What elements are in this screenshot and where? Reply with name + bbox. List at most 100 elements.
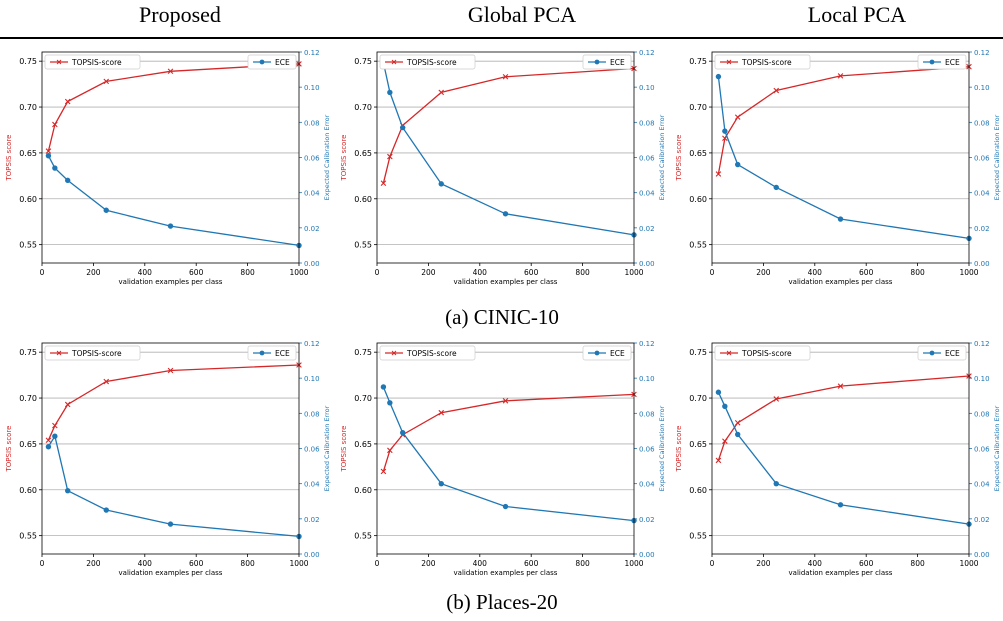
legend-marker — [594, 59, 600, 65]
y-right-axis-label: Expected Calibration Error — [323, 405, 331, 491]
legend-box — [917, 54, 967, 70]
column-header-proposed: Proposed — [139, 2, 221, 27]
legend-label-ece: ECE — [610, 58, 625, 67]
legend-marker — [929, 59, 935, 65]
y-left-tick-label: 0.70 — [19, 103, 37, 112]
y-left-tick-label: 0.65 — [354, 149, 372, 158]
legend-label-topsis: TOPSIS-score — [406, 349, 457, 358]
y-right-tick-label: 0.06 — [974, 446, 990, 454]
legend-box — [582, 345, 632, 361]
legend-marker — [726, 350, 732, 356]
topsis-point — [734, 420, 741, 426]
y-right-tick-label: 0.02 — [304, 225, 320, 233]
y-right-tick-label: 0.10 — [974, 375, 990, 383]
legend-marker — [726, 59, 732, 65]
y-right-tick-label: 0.00 — [639, 551, 655, 559]
y-right-tick-label: 0.12 — [639, 49, 655, 57]
x-tick-label: 400 — [808, 268, 823, 277]
y-right-tick-label: 0.02 — [304, 516, 320, 524]
x-tick-label: 1000 — [289, 559, 308, 568]
legend-ece: ECE — [917, 345, 967, 361]
caption-places-20: (b) Places-20 — [446, 590, 558, 614]
legend-label-topsis: TOPSIS-score — [406, 58, 457, 67]
ece-point — [65, 488, 71, 494]
y-right-tick-label: 0.06 — [304, 155, 320, 163]
series-line-topsis — [382, 67, 635, 184]
x-tick-label: 600 — [189, 559, 204, 568]
x-tick-label: 0 — [375, 559, 380, 568]
y-left-tick-label: 0.60 — [689, 486, 707, 495]
x-tick-label: 400 — [808, 559, 823, 568]
y-left-tick-label: 0.60 — [354, 195, 372, 204]
y-right-tick-label: 0.10 — [639, 84, 655, 92]
y-right-tick-label: 0.02 — [639, 516, 655, 524]
y-left-tick-label: 0.70 — [689, 103, 707, 112]
ece-point — [380, 384, 387, 390]
series-line-topsis — [382, 393, 635, 472]
legend-label-ece: ECE — [945, 58, 960, 67]
y-left-tick-label: 0.70 — [689, 394, 707, 403]
x-tick-label: 800 — [240, 268, 255, 277]
y-left-tick-label: 0.75 — [354, 57, 372, 66]
column-header-global-pca: Global PCA — [467, 2, 577, 27]
y-right-tick-label: 0.00 — [639, 260, 655, 268]
legend-marker — [391, 350, 397, 356]
y-left-tick-label: 0.75 — [19, 57, 37, 66]
ece-point — [52, 165, 58, 171]
chart-panel-5: 0.55 0.60 0.65 0.70 0.75 0.00 0.02 0.04 0.06 0.08… — [675, 340, 1001, 577]
topsis-point — [502, 73, 509, 80]
y-left-tick-label: 0.55 — [689, 532, 707, 541]
legend-marker — [56, 350, 62, 356]
legend-box — [44, 345, 141, 361]
legend-topsis: TOPSIS-score — [44, 54, 141, 70]
y-right-axis-label: Expected Calibration Error — [658, 405, 666, 491]
y-right-tick-label: 0.02 — [639, 225, 655, 233]
x-tick-label: 400 — [473, 559, 488, 568]
ece-point — [837, 216, 844, 222]
legend-label-ece: ECE — [945, 349, 960, 358]
legend-box — [714, 345, 811, 361]
legend-marker — [259, 59, 265, 65]
y-right-tick-label: 0.12 — [974, 340, 990, 348]
legend-ece: ECE — [917, 54, 967, 70]
x-tick-label: 0 — [40, 559, 45, 568]
y-right-axis-label: Expected Calibration Error — [658, 114, 666, 200]
chart-panel-4: 0.55 0.60 0.65 0.70 0.75 0.00 0.02 0.04 0.06 0.08… — [340, 340, 666, 577]
y-left-tick-label: 0.60 — [19, 486, 37, 495]
y-right-tick-label: 0.10 — [974, 84, 990, 92]
plot-frame — [376, 342, 635, 555]
y-right-tick-label: 0.12 — [304, 340, 320, 348]
x-axis-label: validation examples per class — [789, 569, 893, 577]
y-right-tick-label: 0.00 — [304, 260, 320, 268]
ece-point — [103, 207, 109, 213]
legend-label-ece: ECE — [610, 349, 625, 358]
y-left-tick-label: 0.75 — [354, 348, 372, 357]
ece-point — [52, 433, 58, 439]
x-tick-label: 600 — [859, 268, 874, 277]
y-left-tick-label: 0.55 — [354, 241, 372, 250]
y-left-tick-label: 0.75 — [19, 348, 37, 357]
topsis-point — [773, 87, 780, 94]
ece-point — [735, 161, 741, 168]
topsis-point — [734, 114, 741, 120]
topsis-point — [715, 457, 722, 464]
legend-box — [379, 54, 476, 70]
legend-box — [917, 345, 967, 361]
x-axis-label: validation examples per class — [454, 569, 558, 577]
x-tick-label: 800 — [575, 268, 590, 277]
legend-topsis: TOPSIS-score — [44, 345, 141, 361]
topsis-point — [380, 468, 387, 475]
x-tick-label: 800 — [575, 559, 590, 568]
y-right-tick-label: 0.10 — [639, 375, 655, 383]
y-left-tick-label: 0.75 — [689, 57, 707, 66]
header-rule — [0, 37, 1003, 39]
topsis-point — [722, 438, 728, 444]
x-tick-label: 0 — [40, 268, 45, 277]
legend-label-ece: ECE — [275, 349, 290, 358]
series-line-ece — [382, 62, 635, 236]
ece-point — [65, 177, 71, 184]
y-left-axis-label: TOPSIS score — [340, 135, 348, 182]
plot-frame — [41, 51, 300, 264]
x-axis-label: validation examples per class — [119, 569, 223, 577]
